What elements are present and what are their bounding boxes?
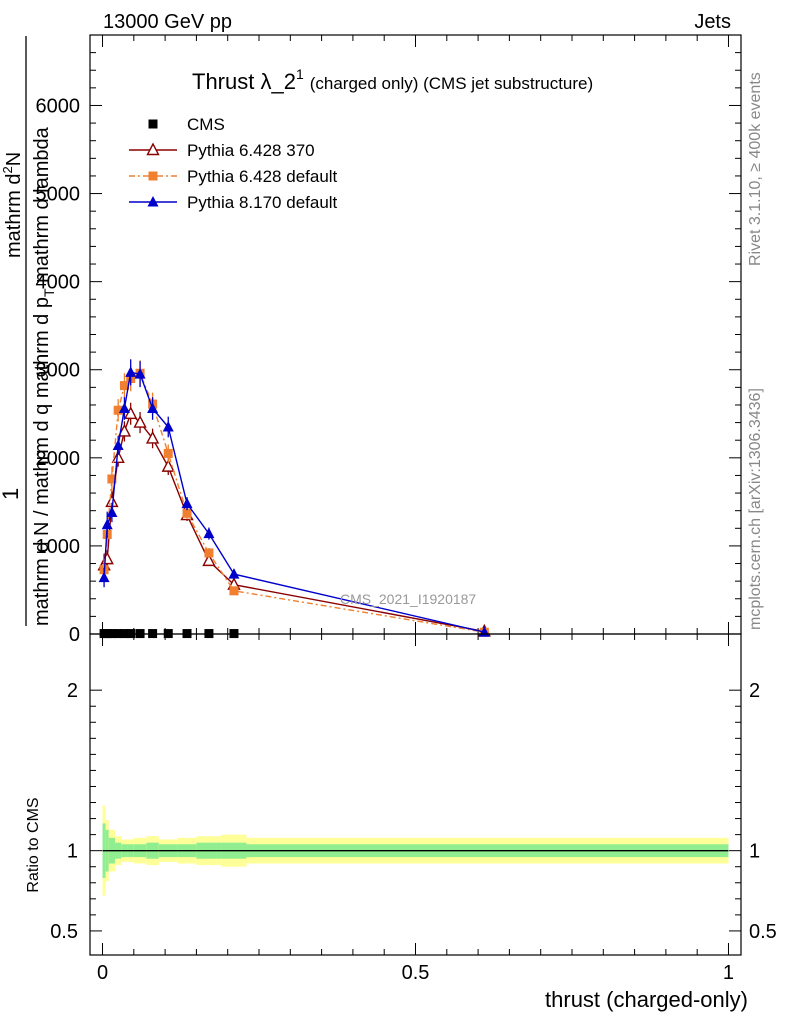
xlabel: thrust (charged-only) xyxy=(545,987,748,1012)
header-energy-label: 13000 GeV pp xyxy=(103,11,232,33)
data-point xyxy=(125,366,137,377)
data-point xyxy=(100,551,114,565)
mcplots-label: mcplots.cern.ch [arXiv:1306.3436] xyxy=(747,388,764,630)
main-ytick-label: 3000 xyxy=(36,360,81,382)
ratio-axis-ticks xyxy=(90,634,741,955)
ylabel-den-part2: mathrm d lambda xyxy=(31,126,53,288)
xtick-label: 1 xyxy=(723,962,734,984)
ratio-ytick-label: 1 xyxy=(67,841,78,863)
main-ytick-labels: 0 1000 2000 3000 4000 5000 6000 xyxy=(36,95,81,646)
ylabel-den-sub: T xyxy=(41,288,57,297)
xtick-label: 0 xyxy=(97,962,108,984)
main-ytick-label: 0 xyxy=(69,624,80,646)
data-point xyxy=(163,448,173,458)
data-point xyxy=(147,402,159,413)
ylabel-numerator: 1 xyxy=(0,488,23,500)
main-ytick-label: 6000 xyxy=(36,95,81,117)
ratio-ytick-label-right: 0.5 xyxy=(749,921,777,943)
ylabel-outer-n: N xyxy=(3,152,25,166)
plot-title-sup: 1 xyxy=(296,66,304,82)
data-point xyxy=(134,368,146,379)
main-ytick-label: 5000 xyxy=(36,184,81,206)
legend-label: Pythia 6.428 370 xyxy=(187,141,315,160)
rivet-version-label: Rivet 3.1.10, ≥ 400k events xyxy=(747,72,764,266)
data-point xyxy=(101,518,113,530)
data-point xyxy=(124,406,138,419)
data-point xyxy=(228,568,240,579)
data-point xyxy=(204,548,214,558)
main-ytick-label: 2000 xyxy=(36,448,81,470)
main-ytick-label: 4000 xyxy=(36,272,81,294)
ylabel-den-part1: mathrm d N / mathrm d q mathrm d p xyxy=(31,297,53,626)
data-point xyxy=(133,415,147,428)
data-point xyxy=(145,430,160,444)
series-pythia-8-170-default xyxy=(98,359,490,637)
data-point xyxy=(203,527,215,539)
watermark: CMS_2021_I1920187 xyxy=(340,591,476,607)
xtick-labels: 0 0.5 1 xyxy=(97,962,734,984)
legend-marker xyxy=(148,171,158,181)
ratio-ytick-label: 0.5 xyxy=(50,921,78,943)
data-point xyxy=(118,402,130,413)
legend-marker xyxy=(147,196,159,207)
legend-marker xyxy=(146,142,160,156)
plot-title-suffix: (charged only) (CMS jet substructure) xyxy=(310,74,593,93)
data-point xyxy=(112,439,124,450)
legend-label: Pythia 6.428 default xyxy=(187,167,338,186)
ylabel-denominator: mathrm d N / mathrm d q mathrm d pT math… xyxy=(31,126,57,626)
data-point xyxy=(182,508,192,518)
data-point xyxy=(107,474,117,484)
ylabel-outer: mathrm d2N xyxy=(0,152,25,258)
main-ytick-label: 1000 xyxy=(36,536,81,558)
data-point xyxy=(119,381,129,391)
ratio-ylabel: Ratio to CMS xyxy=(25,797,42,892)
legend-marker xyxy=(148,119,158,129)
plot-title-main: Thrust λ_2 xyxy=(192,69,296,94)
data-point xyxy=(117,423,132,437)
legend-label: CMS xyxy=(187,115,225,134)
ratio-ytick-label-right: 2 xyxy=(749,680,760,702)
main-ylabel: 1 mathrm d N / mathrm d q mathrm d pT ma… xyxy=(0,36,57,626)
ratio-plot-frame xyxy=(89,633,742,956)
xtick-label: 0.5 xyxy=(402,962,430,984)
data-point xyxy=(181,497,193,509)
data-point xyxy=(229,586,239,596)
ratio-ytick-labels: 0.5 0.5 1 1 2 2 xyxy=(50,680,777,943)
ratio-ytick-label-right: 1 xyxy=(749,841,760,863)
plot-title: Thrust λ_21 (charged only) (CMS jet subst… xyxy=(192,66,593,94)
ratio-ytick-label: 2 xyxy=(67,680,78,702)
ratio-bands xyxy=(102,805,729,896)
ylabel-outer-d: mathrm d xyxy=(3,174,25,258)
data-point xyxy=(98,571,110,583)
data-point xyxy=(162,420,174,432)
data-point xyxy=(111,450,125,464)
data-point xyxy=(202,553,216,567)
data-point xyxy=(161,459,175,472)
legend-label: Pythia 8.170 default xyxy=(187,193,338,212)
header-jets-label: Jets xyxy=(694,11,731,33)
data-point xyxy=(106,506,118,517)
legend: CMS Pythia 6.428 370 Pythia 6.428 default P… xyxy=(129,115,338,212)
data-point xyxy=(113,405,123,415)
ylabel-outer-sup: 2 xyxy=(0,166,15,173)
